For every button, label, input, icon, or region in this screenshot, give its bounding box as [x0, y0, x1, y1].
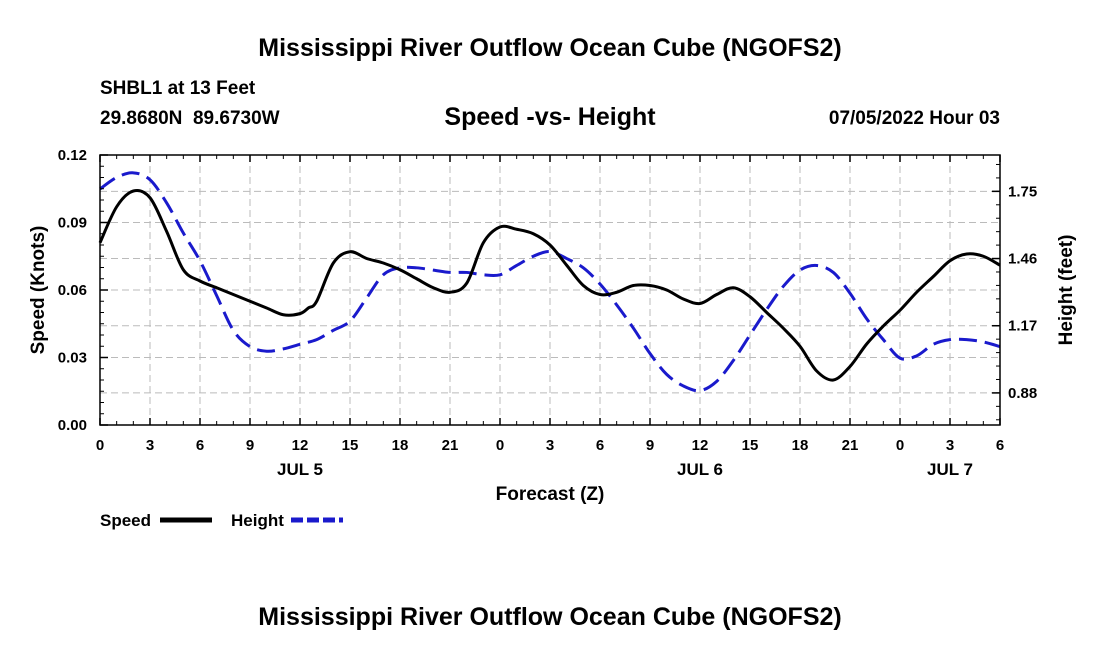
- y-tick-label: 0.12: [58, 147, 87, 164]
- x-tick-label: 6: [596, 437, 604, 454]
- station-label: SHBL1 at 13 Feet: [100, 78, 256, 99]
- forecast-datetime: 07/05/2022 Hour 03: [829, 108, 1000, 129]
- x-tick-label: 21: [842, 437, 859, 454]
- x-tick-label: 3: [146, 437, 154, 454]
- x-tick-label: 15: [342, 437, 359, 454]
- date-label: JUL 5: [277, 460, 323, 479]
- series-layer: [98, 171, 1001, 393]
- y2-tick-label: 1.17: [1008, 318, 1037, 335]
- grid-lines: [100, 155, 1000, 425]
- y2-tick-label: 1.46: [1008, 251, 1037, 268]
- date-label: JUL 7: [927, 460, 973, 479]
- legend-height-label: Height: [231, 511, 284, 530]
- y-tick-label: 0.03: [58, 350, 87, 367]
- x-tick-label: 9: [246, 437, 254, 454]
- chart-title: Mississippi River Outflow Ocean Cube (NG…: [258, 34, 841, 62]
- x-axis-label: Forecast (Z): [496, 484, 605, 505]
- x-tick-label: 6: [196, 437, 204, 454]
- x-tick-label: 3: [546, 437, 554, 454]
- y-tick-label: 0.09: [58, 215, 87, 232]
- axis-ticks: [99, 154, 1001, 426]
- y2-tick-label: 0.88: [1008, 385, 1037, 402]
- series-line-height: [99, 171, 1001, 393]
- x-tick-label: 3: [946, 437, 954, 454]
- legend-speed-label: Speed: [100, 511, 151, 530]
- axis-tick-labels: 0 3 6 9 12 15 18 21 0 3 6 9 12 15 18 21 0 3 6 JUL 5 JUL 6 JUL…: [58, 147, 1037, 479]
- y-axis-label: Speed (Knots): [28, 226, 49, 355]
- y2-axis-label: Height (feet): [1056, 235, 1077, 346]
- x-tick-label: 18: [392, 437, 409, 454]
- x-tick-label: 0: [496, 437, 504, 454]
- x-tick-label: 21: [442, 437, 459, 454]
- x-tick-label: 12: [292, 437, 309, 454]
- x-tick-label: 0: [96, 437, 104, 454]
- station-coords: 29.8680N 89.6730W: [100, 108, 280, 129]
- legend: Speed Height: [100, 511, 343, 530]
- chart-subtitle: Speed -vs- Height: [444, 103, 656, 131]
- y-tick-label: 0.06: [58, 282, 87, 299]
- y2-tick-label: 1.75: [1008, 183, 1037, 200]
- series-line-speed: [98, 188, 1001, 382]
- x-tick-label: 0: [896, 437, 904, 454]
- x-tick-label: 12: [692, 437, 709, 454]
- x-tick-label: 6: [996, 437, 1004, 454]
- x-tick-label: 18: [792, 437, 809, 454]
- x-tick-label: 15: [742, 437, 759, 454]
- footer-title: Mississippi River Outflow Ocean Cube (NG…: [258, 603, 841, 631]
- y-tick-label: 0.00: [58, 417, 87, 434]
- date-label: JUL 6: [677, 460, 723, 479]
- x-tick-label: 9: [646, 437, 654, 454]
